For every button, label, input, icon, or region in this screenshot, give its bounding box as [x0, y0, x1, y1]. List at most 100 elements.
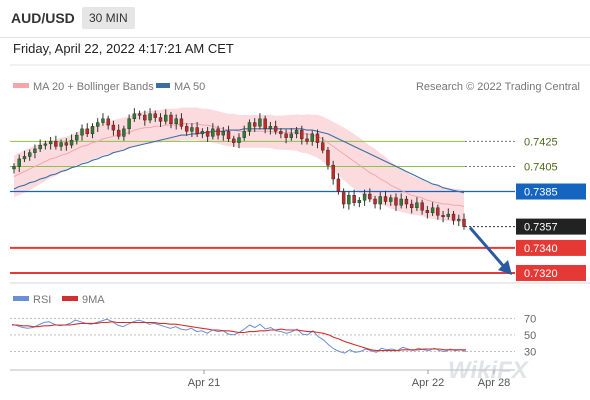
- candle-body: [80, 128, 84, 136]
- candle-body: [357, 200, 362, 203]
- ma20-legend-label: MA 20 + Bollinger Bands: [33, 81, 154, 93]
- rsi-line: [11, 318, 467, 354]
- candle-body: [111, 124, 116, 131]
- candle-body: [190, 127, 194, 132]
- candle-body: [17, 158, 21, 167]
- candle-body: [326, 149, 330, 166]
- ma9-legend-label: 9MA: [82, 294, 105, 306]
- rsi-legend-label: RSI: [33, 294, 51, 306]
- forecast-arrow-head: [498, 259, 512, 275]
- candle-body: [352, 195, 356, 203]
- candle-body: [54, 141, 58, 147]
- candle-body: [457, 218, 461, 221]
- candle-body: [137, 113, 142, 116]
- candle-body: [341, 191, 346, 205]
- candle-body: [389, 197, 393, 202]
- candle-body: [310, 133, 314, 142]
- candle-body: [205, 131, 210, 137]
- candle-body: [221, 131, 226, 136]
- support-label-0.7340: 0.7340: [524, 243, 558, 255]
- candle-body: [321, 142, 325, 151]
- candle-body: [148, 113, 152, 121]
- candle-body: [347, 195, 351, 205]
- candle-body: [446, 213, 451, 217]
- candle-body: [263, 118, 267, 130]
- candle-body: [284, 133, 288, 138]
- candle-body: [216, 128, 220, 136]
- candle-body: [164, 114, 168, 122]
- candle-body: [336, 178, 341, 192]
- candle-body: [399, 198, 403, 206]
- credit-text: Research © 2022 Trading Central: [416, 81, 580, 93]
- candle-body: [101, 118, 105, 123]
- timeframe-button[interactable]: 30 MIN: [82, 7, 135, 29]
- pivot-label-box: [516, 183, 586, 200]
- candle-body: [451, 213, 456, 221]
- ma20-line: [13, 123, 465, 207]
- candle-body: [43, 143, 48, 146]
- candle-body: [153, 113, 157, 118]
- candle-body: [96, 122, 100, 127]
- candle-body: [59, 142, 63, 147]
- candle-body: [409, 203, 414, 208]
- candle-body: [289, 133, 294, 138]
- candle-body: [116, 129, 121, 137]
- candle-body: [85, 128, 89, 135]
- candle-body: [38, 144, 42, 150]
- candle-body: [195, 127, 199, 135]
- rsi-tick-label-50: 50: [524, 330, 536, 342]
- candle-body: [200, 131, 205, 135]
- candle-body: [242, 131, 246, 138]
- candle-body: [232, 138, 236, 143]
- candle-body: [64, 142, 69, 146]
- x-tick-label: Apr 22: [412, 377, 444, 389]
- candle-body: [27, 152, 32, 157]
- ma20-legend-swatch: [13, 83, 29, 88]
- candle-body: [436, 207, 440, 216]
- candle-body: [174, 118, 178, 125]
- rsi-ma9-line: [12, 321, 466, 352]
- candle-body: [441, 215, 445, 218]
- candle-body: [127, 118, 131, 130]
- ma50-legend-label: MA 50: [174, 81, 205, 93]
- candle-body: [90, 126, 95, 135]
- support-label-0.7320: 0.7320: [524, 268, 558, 280]
- candle-body: [158, 117, 163, 122]
- candle-body: [315, 133, 320, 143]
- candle-body: [373, 198, 377, 205]
- candle-body: [462, 218, 466, 227]
- candle-body: [211, 128, 215, 137]
- candle-body: [279, 131, 283, 135]
- candle-body: [294, 129, 299, 135]
- candle-body: [331, 164, 335, 180]
- x-tick-label: Apr 21: [188, 377, 220, 389]
- candle-body: [22, 156, 27, 160]
- candle-body: [12, 166, 16, 170]
- candle-body: [247, 122, 252, 132]
- candle-body: [252, 122, 257, 127]
- ma50-legend-swatch: [156, 83, 170, 88]
- bollinger-band-area: [14, 107, 464, 223]
- forecast-arrow-line: [468, 226, 508, 270]
- candle-body: [378, 196, 382, 205]
- candle-body: [404, 198, 409, 205]
- candle-body: [362, 193, 367, 201]
- pivot-label: 0.7385: [524, 187, 558, 199]
- rsi-tick-label-30: 30: [524, 346, 536, 358]
- chart-header: AUD/USD 30 MIN: [0, 0, 590, 38]
- candle-body: [33, 148, 37, 153]
- resistance-label-0.7405: 0.7405: [524, 161, 558, 173]
- candle-body: [48, 141, 53, 145]
- datetime-label: Friday, April 22, 2022 4:17:21 AM CET: [13, 41, 234, 56]
- candle-body: [106, 118, 110, 126]
- rsi-legend-swatch: [13, 296, 29, 301]
- candle-body: [425, 210, 430, 214]
- candle-body: [226, 131, 231, 140]
- ma9-legend-swatch: [62, 296, 78, 301]
- candle-body: [415, 202, 419, 209]
- candle-body: [383, 196, 388, 202]
- candle-body: [184, 126, 189, 132]
- symbol-title: AUD/USD: [11, 10, 75, 26]
- last-price-label: 0.7357: [524, 222, 558, 234]
